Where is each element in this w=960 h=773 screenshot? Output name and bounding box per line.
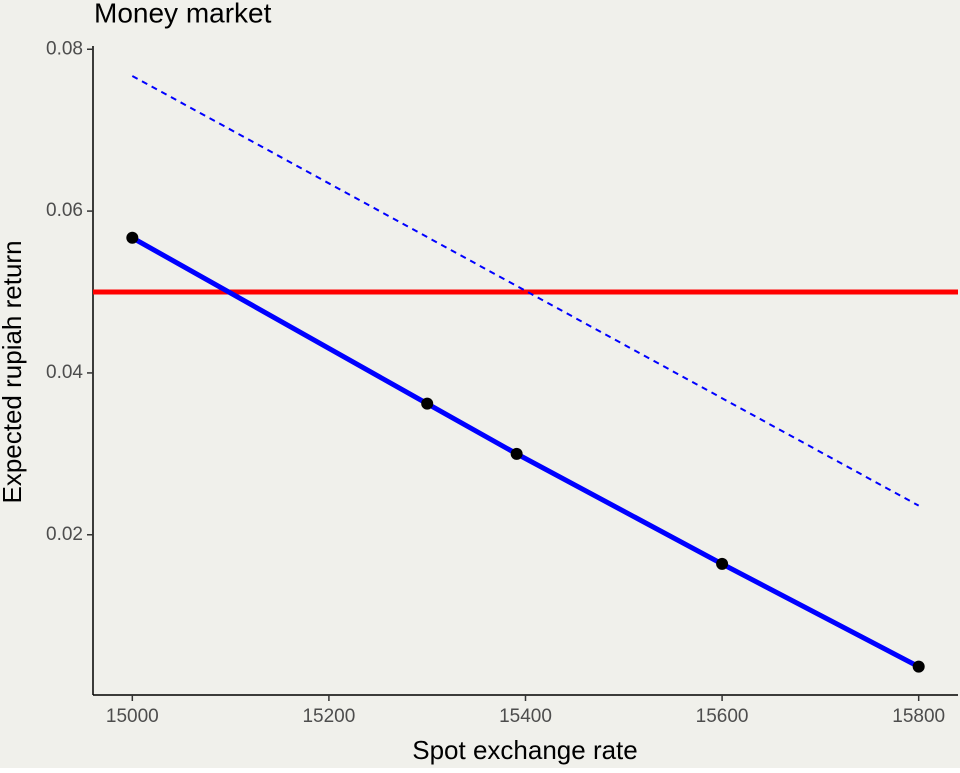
y-axis-label: Expected rupiah return [0,240,27,503]
x-axis-label: Spot exchange rate [412,735,638,765]
x-tick-label: 15800 [892,706,945,727]
x-tick-label: 15400 [499,706,552,727]
x-tick-label: 15000 [106,706,159,727]
y-tick-label: 0.04 [46,362,83,383]
point [421,397,434,410]
y-tick-label: 0.08 [46,38,83,59]
y-tick-label: 0.06 [46,200,83,221]
x-tick-label: 15600 [696,706,749,727]
point [716,557,729,570]
y-tick-label: 0.02 [46,524,83,545]
point [912,660,925,673]
chart-title: Money market [94,0,272,28]
point [510,447,523,460]
x-tick-label: 15200 [302,706,355,727]
point [126,231,139,244]
